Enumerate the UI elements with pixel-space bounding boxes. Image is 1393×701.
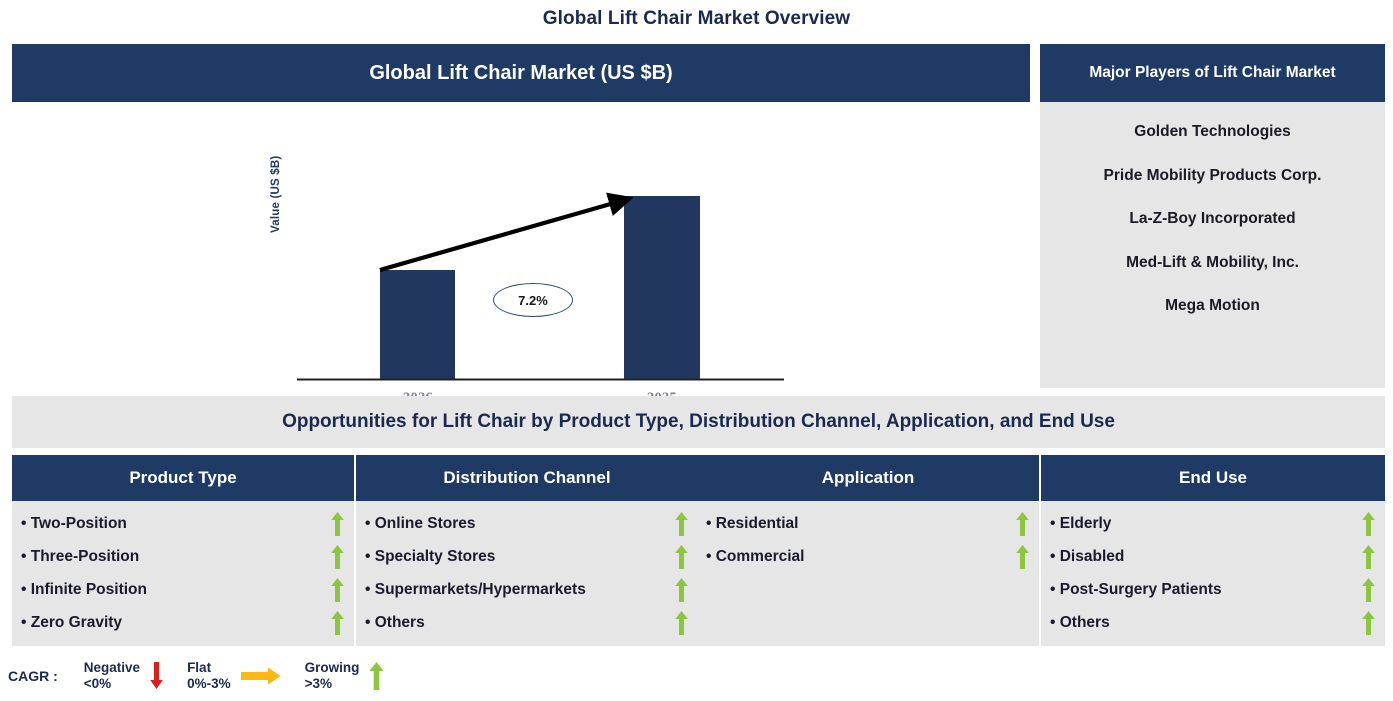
list-item: La-Z-Boy Incorporated — [1129, 210, 1296, 227]
list-item: • Infinite Position — [12, 573, 354, 606]
cagr-legend: CAGR : Negative <0% Flat 0%-3% Growing >… — [8, 655, 390, 697]
list-item: • Commercial — [697, 540, 1039, 573]
legend-growing-text: Growing >3% — [305, 660, 360, 691]
opportunity-column-end-use: End Use • Elderly • Disabled • Post-Surg… — [1041, 455, 1385, 646]
arrow-down-red-icon — [150, 662, 163, 689]
item-label: • Others — [365, 613, 425, 631]
chart-panel-header: Global Lift Chair Market (US $B) — [12, 44, 1030, 102]
legend-item-growing: Growing >3% — [305, 660, 385, 691]
list-item: • Zero Gravity — [12, 606, 354, 639]
page-title: Global Lift Chair Market Overview — [542, 8, 851, 29]
arrow-up-green-icon — [1362, 511, 1375, 536]
item-label: • Post-Surgery Patients — [1050, 580, 1222, 598]
arrow-up-green-icon — [675, 511, 688, 536]
arrow-up-green-icon — [675, 610, 688, 635]
legend-negative-text: Negative <0% — [84, 660, 140, 691]
column-header: Distribution Channel — [356, 455, 698, 501]
opportunities-banner: Opportunities for Lift Chair by Product … — [12, 396, 1385, 448]
arrow-up-green-icon — [331, 577, 344, 602]
list-item: • Elderly — [1041, 507, 1385, 540]
column-header: Application — [697, 455, 1039, 501]
list-item: • Post-Surgery Patients — [1041, 573, 1385, 606]
legend-negative-range: <0% — [83, 676, 112, 691]
y-axis-label: Value (US $B) — [270, 155, 282, 233]
item-label: • Elderly — [1050, 514, 1112, 532]
legend-growing-name: Growing — [304, 660, 360, 676]
players-list: Golden Technologies Pride Mobility Produ… — [1040, 102, 1385, 388]
arrow-up-green-icon — [331, 511, 344, 536]
arrow-up-green-icon — [331, 544, 344, 569]
item-label: • Infinite Position — [21, 580, 147, 598]
market-chart-panel: Global Lift Chair Market (US $B) 7.2% 20… — [12, 44, 1030, 427]
bar-2026 — [380, 270, 455, 379]
list-item: Pride Mobility Products Corp. — [1103, 166, 1322, 184]
column-body: • Elderly • Disabled • Post-Surgery Pati… — [1041, 501, 1385, 646]
item-label: • Two-Position — [21, 514, 127, 532]
list-item: • Disabled — [1041, 540, 1385, 573]
column-body: • Online Stores • Specialty Stores • Sup… — [356, 501, 698, 646]
list-item: • Three-Position — [12, 540, 354, 573]
list-item: • Others — [356, 606, 698, 639]
chart-svg — [297, 192, 784, 381]
list-item: • Specialty Stores — [356, 540, 698, 573]
item-label: • Commercial — [706, 547, 805, 565]
arrow-up-green-icon — [1362, 544, 1375, 569]
arrow-right-yellow-icon — [240, 667, 281, 685]
legend-flat-range: 0%-3% — [187, 676, 231, 691]
arrow-up-green-icon — [1362, 577, 1375, 602]
list-item: Mega Motion — [1165, 297, 1260, 314]
item-label: • Others — [1050, 613, 1110, 631]
item-label: • Residential — [706, 514, 799, 532]
major-players-panel: Major Players of Lift Chair Market Golde… — [1040, 44, 1385, 388]
cagr-badge: 7.2% — [493, 283, 573, 317]
cagr-arrow — [379, 192, 634, 273]
list-item: • Two-Position — [12, 507, 354, 540]
item-label: • Supermarkets/Hypermarkets — [365, 580, 586, 598]
list-item: Golden Technologies — [1134, 123, 1291, 140]
arrow-up-green-icon — [675, 577, 688, 602]
item-label: • Online Stores — [365, 514, 476, 532]
item-label: • Specialty Stores — [365, 547, 496, 565]
legend-negative-name: Negative — [83, 660, 141, 676]
item-label: • Three-Position — [21, 547, 140, 565]
item-label: • Disabled — [1050, 547, 1125, 565]
arrow-up-green-icon — [1016, 511, 1029, 536]
legend-flat-text: Flat 0%-3% — [187, 660, 231, 691]
arrow-up-green-icon — [675, 544, 688, 569]
legend-title: CAGR : — [8, 668, 58, 684]
arrow-up-green-icon — [1016, 544, 1029, 569]
list-item: • Others — [1041, 606, 1385, 639]
list-item: • Residential — [697, 507, 1039, 540]
arrow-up-green-icon — [1362, 610, 1375, 635]
opportunity-column-distribution-channel: Distribution Channel • Online Stores • S… — [356, 455, 698, 646]
item-label: • Zero Gravity — [21, 613, 123, 631]
list-item: Med-Lift & Mobility, Inc. — [1126, 253, 1299, 271]
bar-chart: 7.2% 2026 2035 — [12, 102, 1030, 406]
column-body: • Residential • Commercial — [697, 501, 1039, 646]
list-item: • Online Stores — [356, 507, 698, 540]
list-item: • Supermarkets/Hypermarkets — [356, 573, 698, 606]
column-header: Product Type — [12, 455, 354, 501]
column-header: End Use — [1041, 455, 1385, 501]
arrow-up-green-icon — [331, 610, 344, 635]
legend-flat-name: Flat — [187, 660, 212, 676]
arrow-up-green-icon — [369, 662, 384, 690]
legend-item-flat: Flat 0%-3% — [187, 660, 299, 691]
legend-item-negative: Negative <0% — [84, 660, 181, 691]
bar-2035 — [624, 196, 700, 379]
column-body: • Two-Position • Three-Position • Infini… — [12, 501, 354, 646]
legend-growing-range: >3% — [304, 676, 332, 691]
players-panel-header: Major Players of Lift Chair Market — [1040, 44, 1385, 102]
opportunity-column-application: Application • Residential • Commercial — [697, 455, 1039, 646]
opportunity-column-product-type: Product Type • Two-Position • Three-Posi… — [12, 455, 354, 646]
